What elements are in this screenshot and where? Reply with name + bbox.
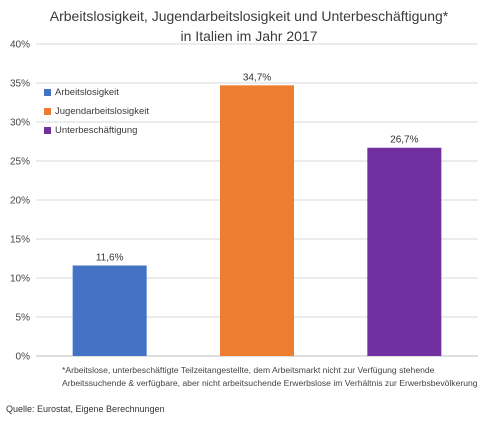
legend-swatch	[44, 108, 51, 115]
legend-label: Jugendarbeitslosigkeit	[55, 106, 150, 117]
legend-item: Arbeitslosigkeit	[44, 83, 149, 102]
bar-2	[220, 85, 294, 356]
bar-3	[367, 147, 442, 356]
legend-item: Jugendarbeitslosigkeit	[44, 102, 149, 121]
chart-title-line-2: in Italien im Jahr 2017	[180, 28, 318, 44]
y-tick-label: 20%	[10, 196, 30, 207]
footnote: *Arbeitslose, unterbeschäftigte Teilzeit…	[62, 364, 492, 390]
chart-legend: Arbeitslosigkeit Jugendarbeitslosigkeit Un…	[44, 83, 149, 140]
legend-swatch	[44, 127, 51, 134]
data-label-1: 11,6%	[96, 253, 124, 264]
legend-label: Unterbeschäftigung	[55, 125, 138, 136]
legend-label: Arbeitslosigkeit	[55, 87, 119, 98]
bar-1	[72, 265, 147, 356]
y-tick-label: 40%	[10, 40, 30, 51]
chart-title: Arbeitslosigkeit, Jugendarbeitslosigkeit…	[0, 6, 498, 46]
legend-item: Unterbeschäftigung	[44, 121, 149, 140]
footnote-line-1: *Arbeitslose, unterbeschäftigte Teilzeit…	[62, 365, 435, 375]
y-tick-label: 5%	[16, 313, 31, 324]
legend-swatch	[44, 89, 51, 96]
y-tick-label: 30%	[10, 118, 30, 129]
y-tick-label: 0%	[16, 352, 31, 363]
data-label-2: 34,7%	[243, 72, 271, 83]
y-tick-label: 15%	[10, 235, 30, 246]
footnote-line-2: Arbeitssuchende & verfügbare, aber nicht…	[62, 378, 478, 388]
y-tick-label: 35%	[10, 79, 30, 90]
y-tick-label: 10%	[10, 274, 30, 285]
source-note: Quelle: Eurostat, Eigene Berechnungen	[6, 404, 165, 414]
y-tick-label: 25%	[10, 157, 30, 168]
chart-title-line-1: Arbeitslosigkeit, Jugendarbeitslosigkeit…	[49, 8, 449, 24]
data-label-3: 26,7%	[390, 135, 418, 146]
